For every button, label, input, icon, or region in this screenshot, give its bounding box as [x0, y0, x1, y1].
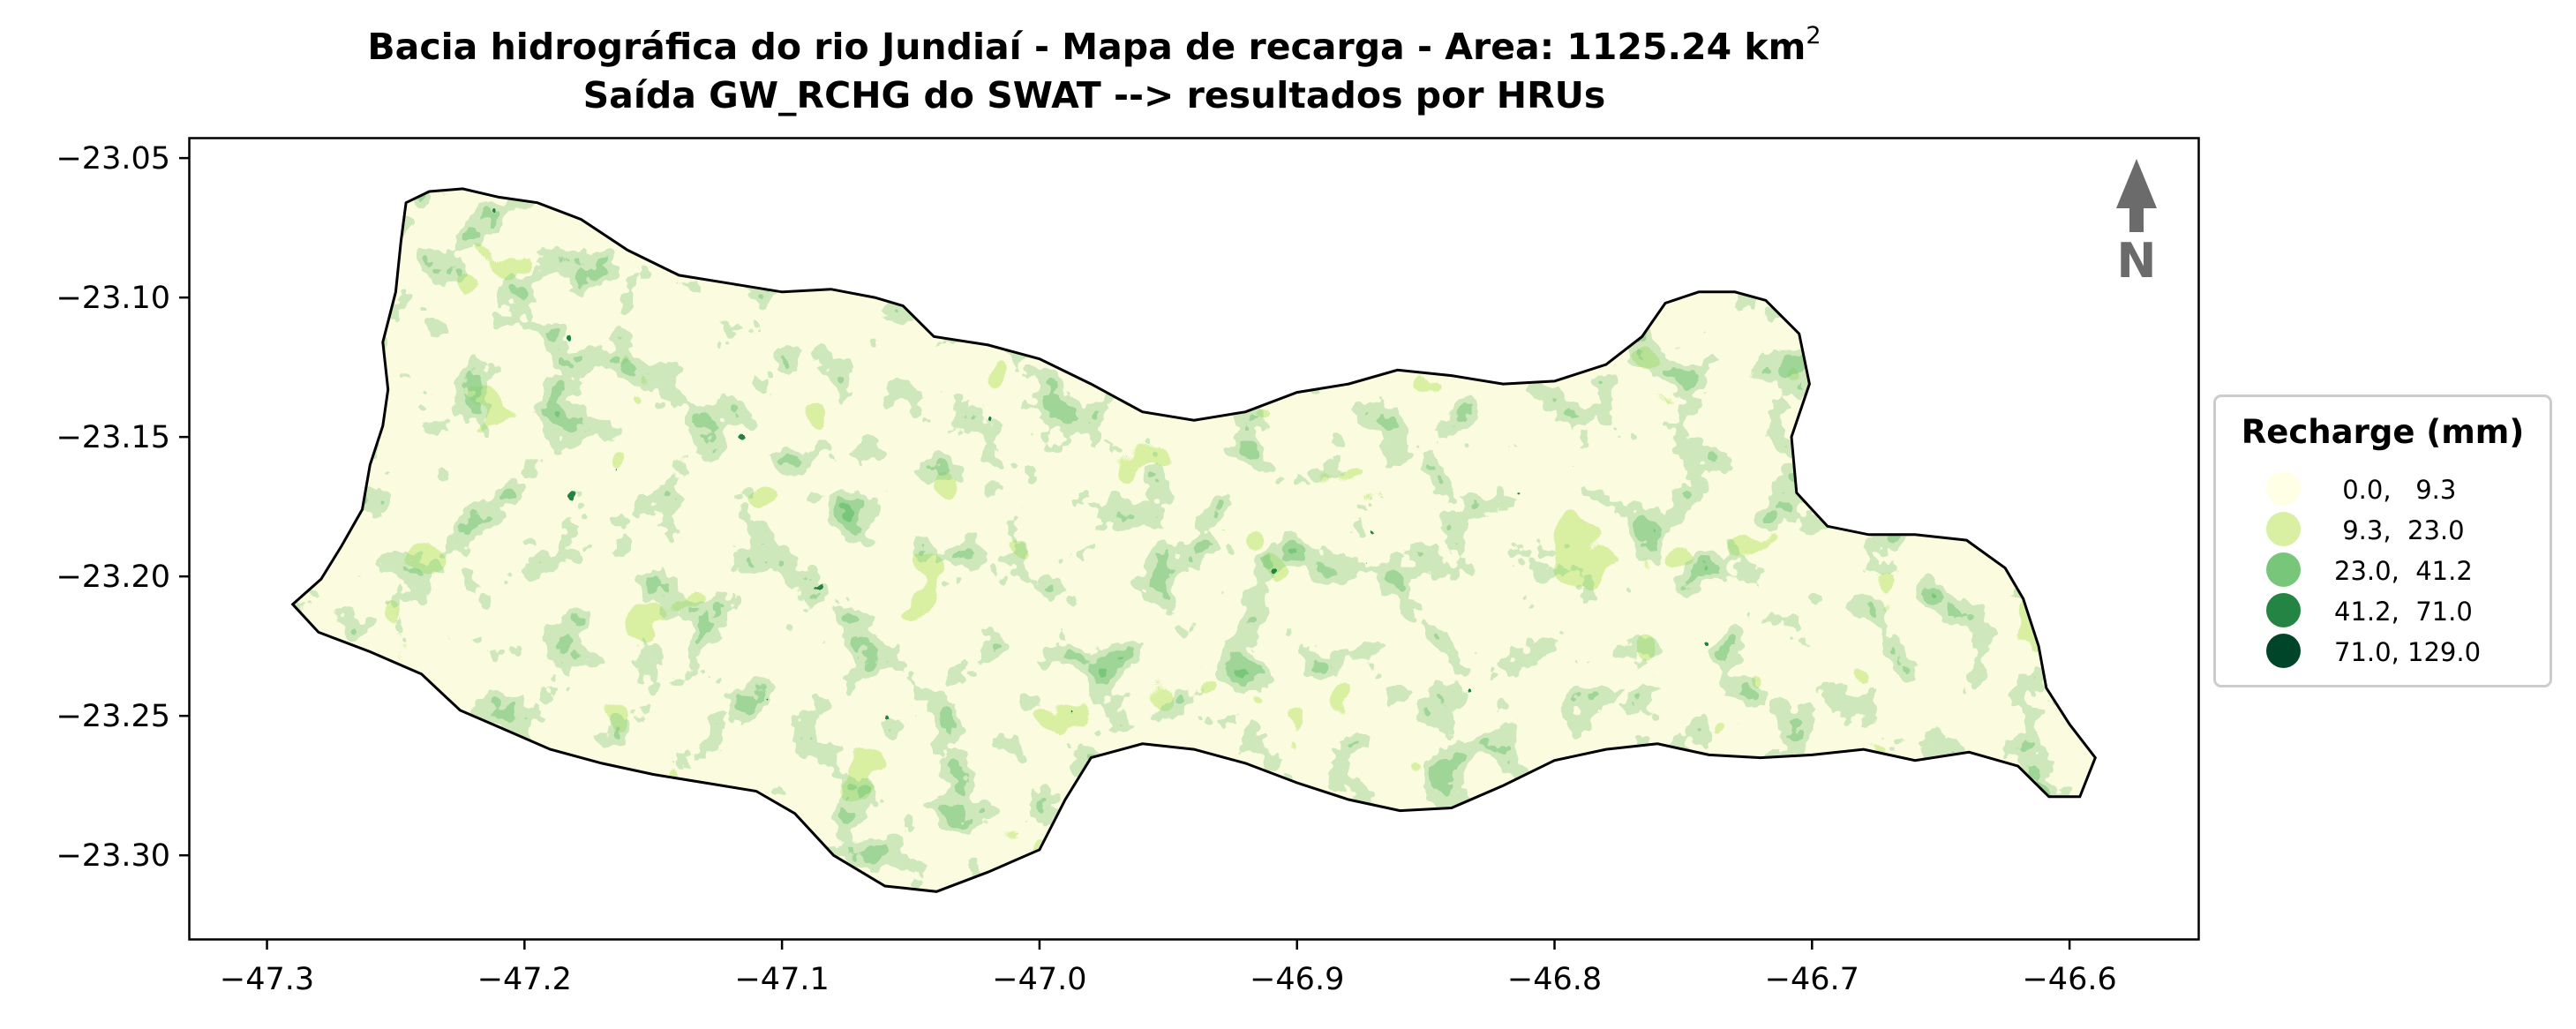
recharge-fill	[292, 188, 2096, 892]
legend-item: 71.0, 129.0	[2216, 632, 2550, 671]
y-tick-label: −23.25	[56, 699, 170, 734]
legend-title: Recharge (mm)	[2241, 413, 2525, 451]
legend-swatch	[2266, 471, 2301, 506]
y-tick-label: −23.30	[56, 838, 170, 874]
map-title: Bacia hidrográfica do rio Jundiaí - Mapa…	[0, 23, 2189, 120]
legend-swatch	[2266, 512, 2301, 546]
legend-item: 0.0, 9.3	[2216, 469, 2550, 508]
title-line-1-text: Bacia hidrográfica do rio Jundiaí - Mapa…	[367, 26, 1806, 68]
plot-frame	[188, 137, 2200, 941]
legend-item: 23.0, 41.2	[2216, 551, 2550, 590]
legend-item: 41.2, 71.0	[2216, 591, 2550, 630]
legend: Recharge (mm) 0.0, 9.3 9.3, 23.0 23.0, 4…	[2213, 394, 2552, 687]
title-superscript: 2	[1806, 22, 1821, 49]
north-arrow: N	[2116, 159, 2157, 289]
y-tick-label: −23.05	[56, 141, 170, 177]
x-tick-label: −47.0	[992, 962, 1086, 997]
y-tick-label: −23.15	[56, 420, 170, 455]
recharge-class-41-71	[292, 188, 2096, 892]
legend-label: 0.0, 9.3	[2334, 475, 2457, 505]
legend-item: 9.3, 23.0	[2216, 510, 2550, 549]
north-arrow-label: N	[2116, 233, 2156, 289]
y-tick-label: −23.20	[56, 560, 170, 595]
x-axis: −47.3 −47.2 −47.1 −47.0 −46.9 −46.8 −46.7 −46.6	[220, 939, 2117, 997]
legend-label: 41.2, 71.0	[2334, 597, 2473, 627]
x-tick-label: −47.2	[477, 962, 572, 997]
legend-swatch	[2266, 593, 2301, 627]
y-tick-label: −23.10	[56, 281, 170, 316]
x-tick-label: −47.1	[734, 962, 829, 997]
x-tick-label: −46.6	[2022, 962, 2116, 997]
legend-label: 71.0, 129.0	[2334, 637, 2482, 667]
legend-label: 9.3, 23.0	[2334, 515, 2465, 545]
legend-swatch	[2266, 634, 2301, 668]
title-line-1: Bacia hidrográfica do rio Jundiaí - Mapa…	[0, 23, 2189, 71]
y-axis: −23.05 −23.10 −23.15 −23.20 −23.25 −23.30	[56, 141, 190, 874]
legend-label: 23.0, 41.2	[2334, 556, 2473, 586]
basin-boundary	[290, 187, 2098, 893]
x-tick-label: −46.8	[1507, 962, 1602, 997]
x-tick-label: −47.3	[220, 962, 314, 997]
x-tick-label: −46.7	[1765, 962, 1859, 997]
legend-swatch	[2266, 552, 2301, 587]
x-tick-label: −46.9	[1250, 962, 1344, 997]
north-arrow-icon	[2116, 159, 2157, 232]
title-line-2: Saída GW_RCHG do SWAT --> resultados por…	[582, 74, 1606, 116]
